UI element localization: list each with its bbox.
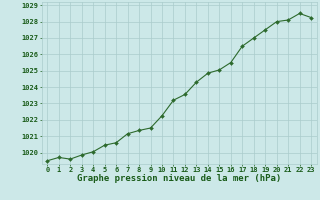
X-axis label: Graphe pression niveau de la mer (hPa): Graphe pression niveau de la mer (hPa): [77, 174, 281, 183]
